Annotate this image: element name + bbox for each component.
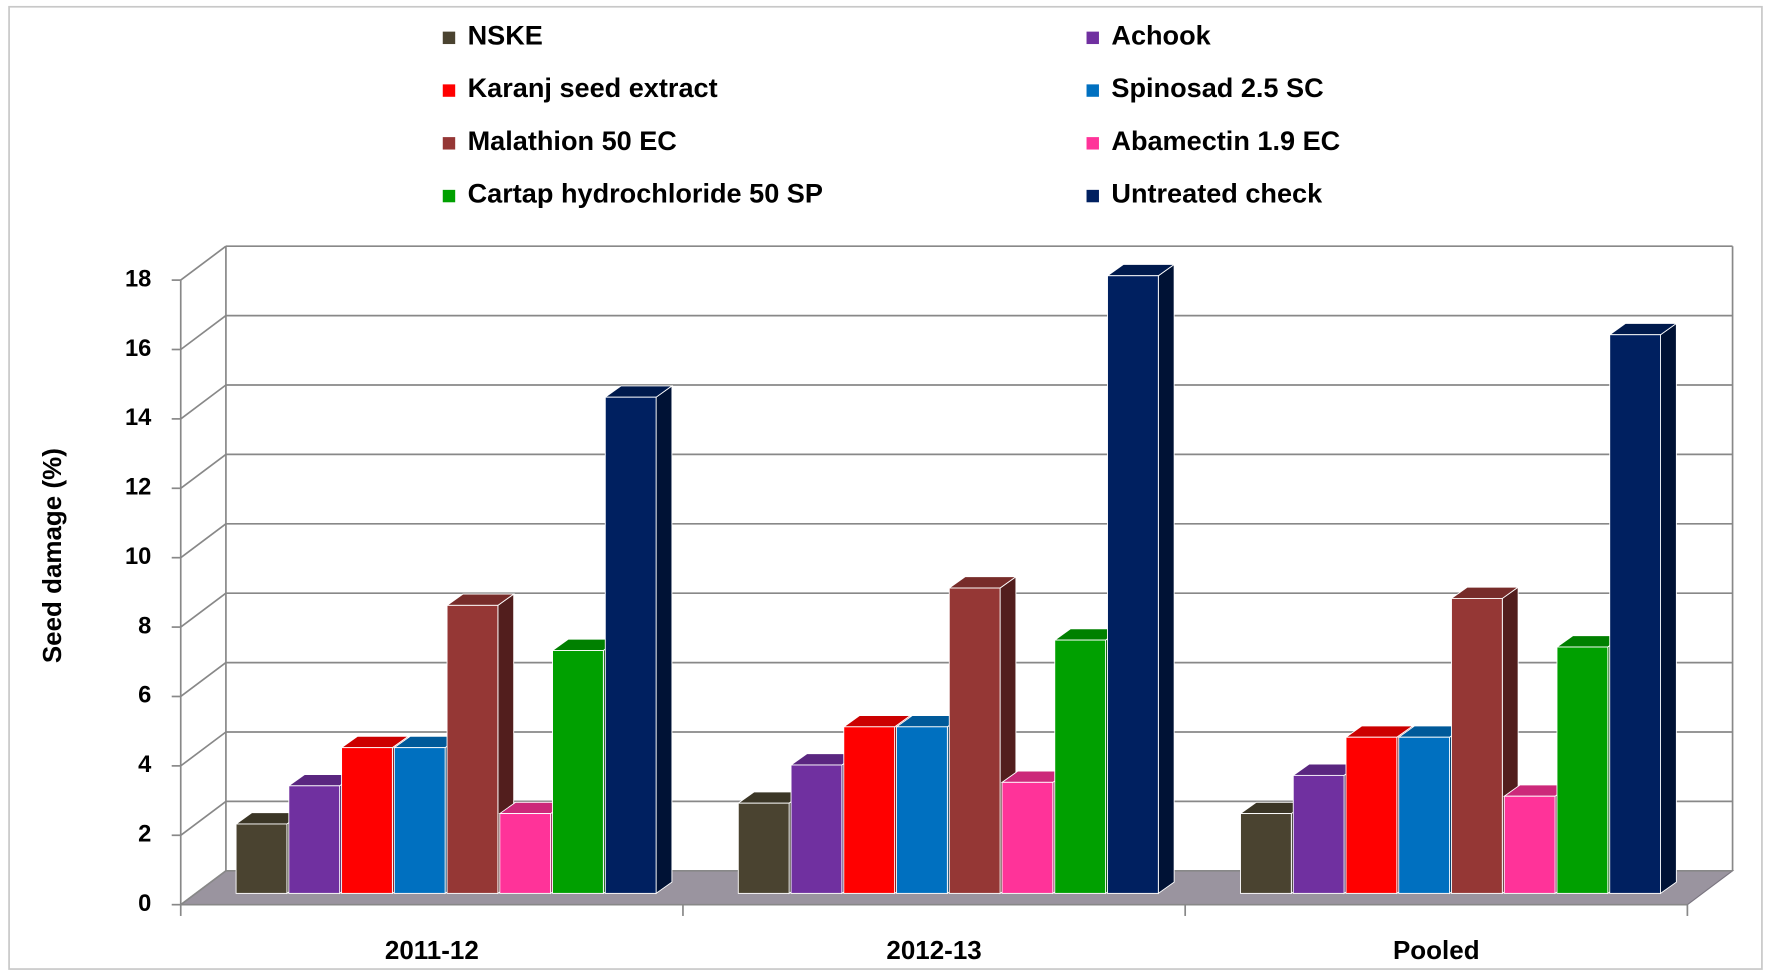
bar: [1608, 322, 1678, 895]
legend-swatch: [1086, 84, 1099, 97]
bar-front: [1001, 781, 1054, 894]
bar-front: [1054, 639, 1107, 894]
bar-front: [1556, 646, 1609, 894]
bar-front: [499, 813, 552, 894]
y-tick-label: 10: [125, 544, 151, 570]
legend-label: Untreated check: [1111, 178, 1323, 209]
legend-swatch: [442, 137, 456, 150]
y-tick-label: 16: [125, 336, 151, 362]
legend-label: Spinosad 2.5 SC: [1111, 72, 1323, 103]
grid-line: [180, 870, 227, 906]
bar-front: [1609, 334, 1662, 894]
bar-front: [1240, 813, 1292, 894]
legend-swatch: [442, 189, 456, 203]
y-tick-label: 18: [125, 266, 151, 292]
legend-swatch: [442, 31, 456, 45]
bar-front: [341, 747, 393, 894]
bar: [1053, 627, 1123, 895]
bar-front: [446, 604, 499, 894]
bar-front: [790, 764, 843, 894]
y-tick-label: 8: [138, 613, 151, 639]
grid-line: [180, 661, 227, 698]
y-tick-label: 0: [138, 891, 151, 917]
legend-swatch: [442, 84, 456, 97]
bar-front: [1292, 774, 1345, 894]
bar-front: [1107, 275, 1159, 894]
bar-front: [1451, 597, 1503, 894]
legend-label: NSKE: [468, 19, 543, 50]
bar-front: [1398, 736, 1451, 894]
legend-swatch: [1086, 31, 1099, 45]
y-tick-label: 2: [138, 822, 151, 848]
legend-label: Karanj seed extract: [468, 72, 718, 103]
y-tick-label: 4: [138, 752, 152, 778]
grid-line: [180, 800, 227, 836]
grid-line: [180, 523, 227, 559]
grid-line: [180, 245, 227, 281]
legend-swatch: [1086, 137, 1099, 150]
legend-label: Malathion 50 EC: [468, 125, 677, 156]
bar: [1000, 770, 1071, 895]
legend-swatch: [1086, 189, 1099, 203]
y-axis-label: Seed damage (%): [37, 448, 67, 663]
bar-front: [1345, 736, 1398, 894]
bar-side: [1660, 322, 1677, 895]
bar-front: [393, 747, 446, 894]
bar: [1106, 263, 1176, 895]
x-tick-label: Pooled: [1393, 935, 1480, 965]
y-tick-label: 14: [125, 405, 152, 431]
y-tick-label: 6: [138, 683, 151, 709]
legend-label: Cartap hydrochloride 50 SP: [468, 178, 823, 209]
bar-front: [288, 785, 341, 894]
bar-front: [1503, 795, 1556, 894]
grid-line: [180, 731, 227, 767]
grid-line: [180, 592, 227, 628]
bar-side: [655, 385, 673, 895]
bar-front: [948, 587, 1001, 894]
x-tick-label: 2012-13: [886, 935, 981, 965]
bar-front: [235, 823, 288, 894]
grid-line: [180, 314, 227, 351]
x-tick-label: 2011-12: [385, 935, 479, 965]
bar-front: [843, 726, 896, 894]
bar-front: [552, 650, 604, 894]
grid-line: [180, 384, 227, 420]
bar-front: [896, 726, 948, 894]
bar-front: [737, 802, 790, 894]
legend-label: Achook: [1111, 19, 1211, 50]
bar: [603, 385, 674, 895]
bar-side: [1157, 263, 1175, 895]
grid-line: [180, 453, 227, 489]
y-tick-label: 12: [125, 475, 151, 501]
bar-front: [604, 396, 657, 894]
legend-label: Abamectin 1.9 EC: [1111, 125, 1340, 156]
